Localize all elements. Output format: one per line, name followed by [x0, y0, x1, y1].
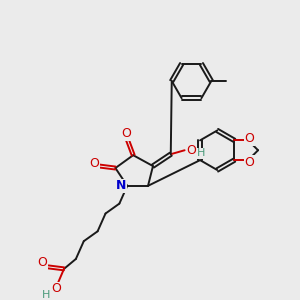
Text: O: O: [244, 132, 254, 145]
Text: H: H: [197, 148, 206, 158]
Text: O: O: [187, 144, 196, 157]
Text: O: O: [51, 282, 61, 295]
Text: O: O: [37, 256, 47, 269]
Text: H: H: [42, 290, 50, 300]
Text: O: O: [244, 156, 254, 169]
Text: N: N: [116, 179, 127, 192]
Text: O: O: [121, 127, 131, 140]
Text: O: O: [90, 157, 100, 169]
